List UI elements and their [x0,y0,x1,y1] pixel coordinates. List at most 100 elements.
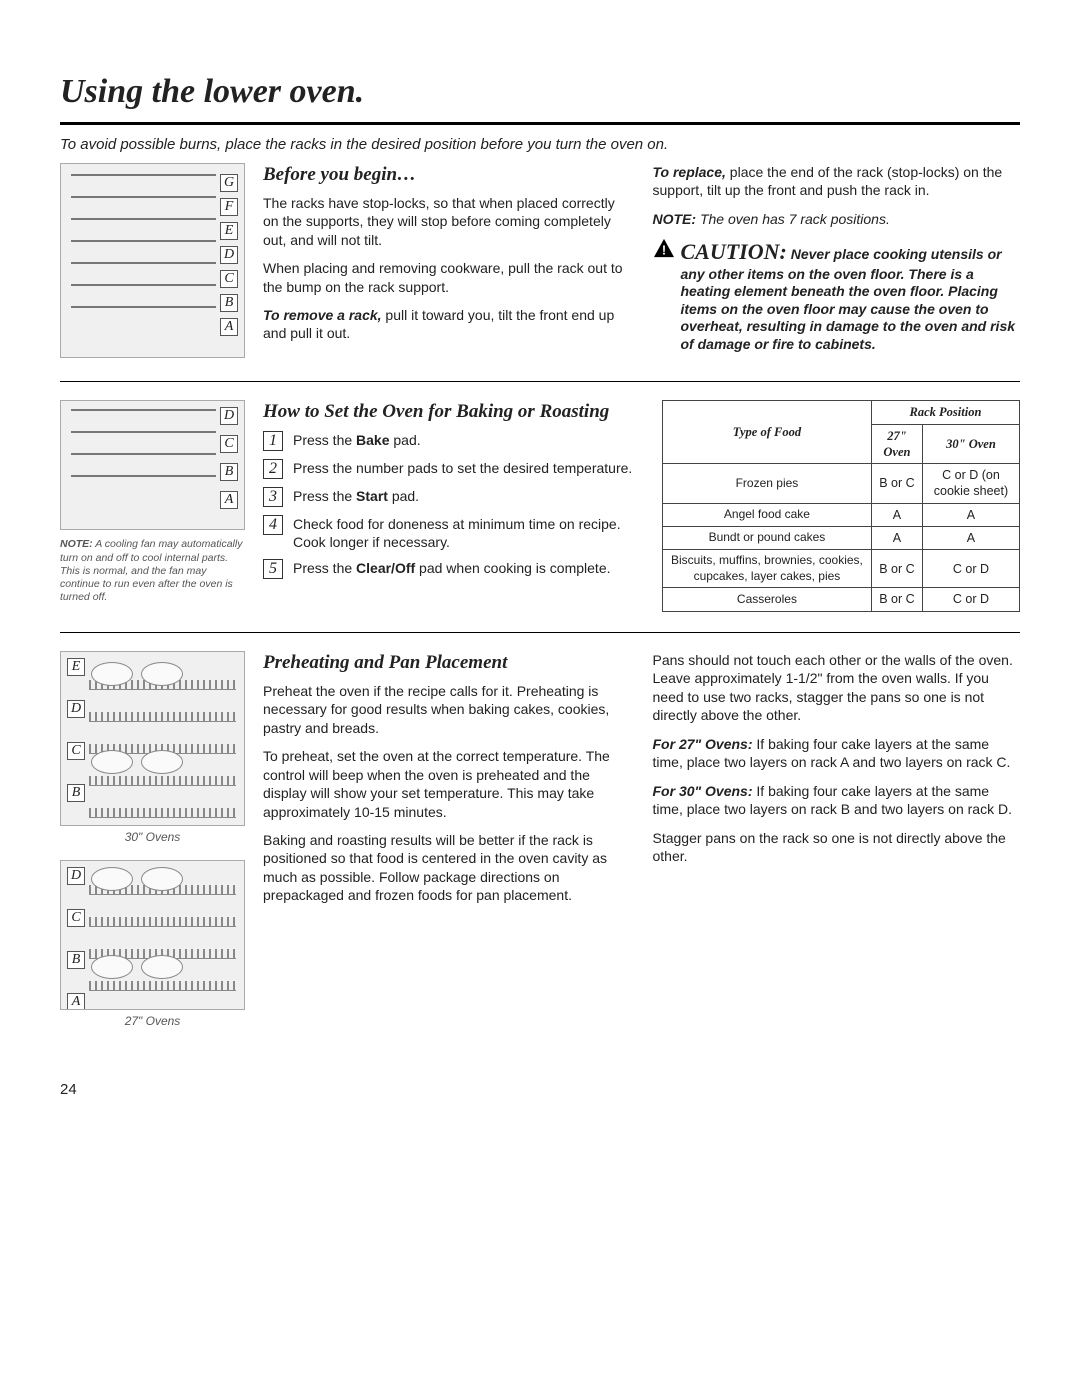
cell-food: Angel food cake [662,503,871,526]
rack-label: B [220,463,238,481]
caution-text: CAUTION: Never place cooking utensils or… [681,238,1021,353]
body-text: Pans should not touch each other or the … [653,651,1021,725]
rack-label: B [67,951,85,969]
rack-label: G [220,174,238,192]
cell-30: C or D [922,588,1019,611]
heading-preheating: Preheating and Pan Placement [263,651,631,676]
rack-position-table: Type of Food Rack Position 27" Oven 30" … [662,400,1020,611]
rack-label: D [67,867,85,885]
figure-pans-30: EDCBA [60,651,245,826]
step-text: Press the number pads to set the desired… [293,459,632,477]
section-how-to-set: DCBA NOTE: A cooling fan may automatical… [60,400,1020,614]
step-number: 3 [263,487,283,507]
figure-caption: 27" Ovens [60,1014,245,1030]
rack-label: A [67,993,85,1010]
rack-label: B [67,784,85,802]
table-row: Frozen piesB or CC or D (on cookie sheet… [662,464,1019,504]
divider [60,381,1020,382]
intro-text: To avoid possible burns, place the racks… [60,135,1020,155]
step-item: 2 Press the number pads to set the desire… [263,459,640,479]
rack-label: D [220,246,238,264]
figure-oven-racks-7: GFEDCBA [60,163,245,358]
rack-label: A [220,318,238,336]
step-text: Press the Bake pad. [293,431,421,449]
caution-word: CAUTION: [681,239,787,264]
heading-before-you-begin: Before you begin… [263,163,631,188]
body-text: Stagger pans on the rack so one is not d… [653,829,1021,866]
table-header-27: 27" Oven [871,424,922,464]
body-text: Preheat the oven if the recipe calls for… [263,682,631,737]
section-before-you-begin: GFEDCBA Before you begin… The racks have… [60,163,1020,363]
divider [60,122,1020,125]
rack-label: D [220,407,238,425]
step-number: 2 [263,459,283,479]
rack-label: C [220,435,238,453]
cell-30: C or D (on cookie sheet) [922,464,1019,504]
rack-label: F [220,198,238,216]
note-label: NOTE: [60,538,93,550]
body-text: To replace, place the end of the rack (s… [653,163,1021,200]
section-preheating: E D C B A 30" Ovens D C B A 27" Ovens Preheatin… [60,651,1020,1040]
figure-note: NOTE: A cooling fan may automatically tu… [60,538,245,604]
cell-food: Casseroles [662,588,871,611]
cell-27: A [871,503,922,526]
cell-27: B or C [871,464,922,504]
body-text: For 27" Ovens: If baking four cake layer… [653,735,1021,772]
step-item: 5 Press the Clear/Off pad when cooking is… [263,559,640,579]
body-text: When placing and removing cookware, pull… [263,259,631,296]
figure-caption: 30" Ovens [60,830,245,846]
step-number: 4 [263,515,283,535]
figure-oven-racks-4: DCBA [60,400,245,530]
step-number: 1 [263,431,283,451]
cell-27: B or C [871,550,922,588]
svg-text:!: ! [661,243,665,258]
heading-how-to-set: How to Set the Oven for Baking or Roasti… [263,400,640,425]
rack-label: E [220,222,238,240]
step-text: Press the Start pad. [293,487,419,505]
cell-27: B or C [871,588,922,611]
table-row: Angel food cakeAA [662,503,1019,526]
label-27-ovens: For 27" Ovens: [653,736,753,752]
body-text: Baking and roasting results will be bett… [263,831,631,905]
caution-triangle-icon: ! [653,238,675,258]
cell-30: A [922,503,1019,526]
cell-food: Bundt or pound cakes [662,526,871,549]
step-text: Press the Clear/Off pad when cooking is … [293,559,611,577]
rack-label: E [67,658,85,676]
table-header-food: Type of Food [662,401,871,464]
body-text: To remove a rack, pull it toward you, ti… [263,306,631,343]
rack-label: D [67,700,85,718]
body-text: To preheat, set the oven at the correct … [263,747,631,821]
note-body: The oven has 7 rack positions. [696,211,890,227]
label-30-ovens: For 30" Ovens: [653,783,753,799]
rack-label: A [220,491,238,509]
note-label: NOTE: [653,211,697,227]
rack-label: C [67,909,85,927]
step-item: 3 Press the Start pad. [263,487,640,507]
step-item: 1 Press the Bake pad. [263,431,640,451]
table-row: CasserolesB or CC or D [662,588,1019,611]
page-number: 24 [60,1080,1020,1100]
rack-label: B [220,294,238,312]
cell-food: Biscuits, muffins, brownies, cookies, cu… [662,550,871,588]
table-header-rack: Rack Position [871,401,1019,424]
figure-pans-27: D C B A [60,860,245,1010]
step-item: 4 Check food for doneness at minimum time… [263,515,640,551]
table-header-30: 30" Oven [922,424,1019,464]
table-row: Bundt or pound cakesAA [662,526,1019,549]
divider [60,632,1020,633]
note-text: NOTE: The oven has 7 rack positions. [653,210,1021,228]
rack-label: C [67,742,85,760]
cell-30: A [922,526,1019,549]
cell-food: Frozen pies [662,464,871,504]
step-text: Check food for doneness at minimum time … [293,515,640,551]
label-remove-rack: To remove a rack, [263,307,382,323]
step-number: 5 [263,559,283,579]
caution-block: ! CAUTION: Never place cooking utensils … [653,238,1021,363]
cell-30: C or D [922,550,1019,588]
table-row: Biscuits, muffins, brownies, cookies, cu… [662,550,1019,588]
page-title: Using the lower oven. [60,70,1020,114]
body-text: For 30" Ovens: If baking four cake layer… [653,782,1021,819]
rack-label: C [220,270,238,288]
steps-list: 1 Press the Bake pad. 2 Press the number pa… [263,431,640,579]
